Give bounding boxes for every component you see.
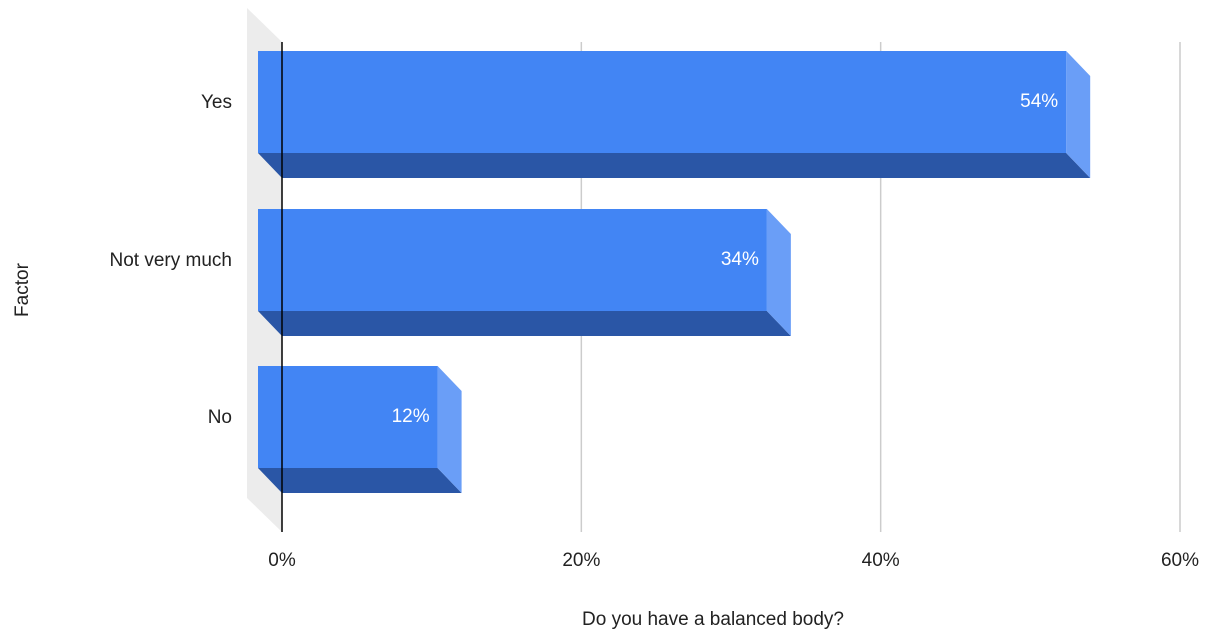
bar-front-face-2 — [258, 366, 438, 468]
x-tick-label-3: 60% — [1161, 550, 1199, 571]
x-axis-ticks: 0% 20% 40% 60% — [268, 550, 1199, 571]
bar-front-face-1 — [258, 209, 767, 311]
category-label-1: Not very much — [110, 250, 232, 271]
y-axis-title: Factor — [12, 262, 33, 317]
data-label-0: 54% — [1020, 91, 1058, 112]
bar-side-face-2 — [437, 366, 462, 493]
category-label-2: No — [208, 407, 232, 428]
x-tick-label-0: 0% — [268, 550, 296, 571]
data-label-2: 12% — [392, 406, 430, 427]
category-labels: Yes Not very much No — [110, 92, 232, 428]
bar-side-face-1 — [766, 209, 791, 336]
data-label-1: 34% — [721, 249, 759, 270]
bar-bottom-face-0 — [258, 153, 1091, 178]
bars: 54% 34% 12% — [258, 51, 1091, 493]
x-tick-label-2: 40% — [862, 550, 900, 571]
category-label-0: Yes — [201, 92, 232, 113]
bar-front-face-0 — [258, 51, 1067, 153]
x-axis-title: Do you have a balanced body? — [582, 609, 844, 630]
bar-1: 34% — [258, 209, 791, 336]
bar-side-face-0 — [1066, 51, 1091, 178]
bar-bottom-face-1 — [258, 311, 791, 336]
x-tick-label-1: 20% — [562, 550, 600, 571]
bar-bottom-face-2 — [258, 468, 462, 493]
bar-2: 12% — [258, 366, 462, 493]
bar-0: 54% — [258, 51, 1091, 178]
